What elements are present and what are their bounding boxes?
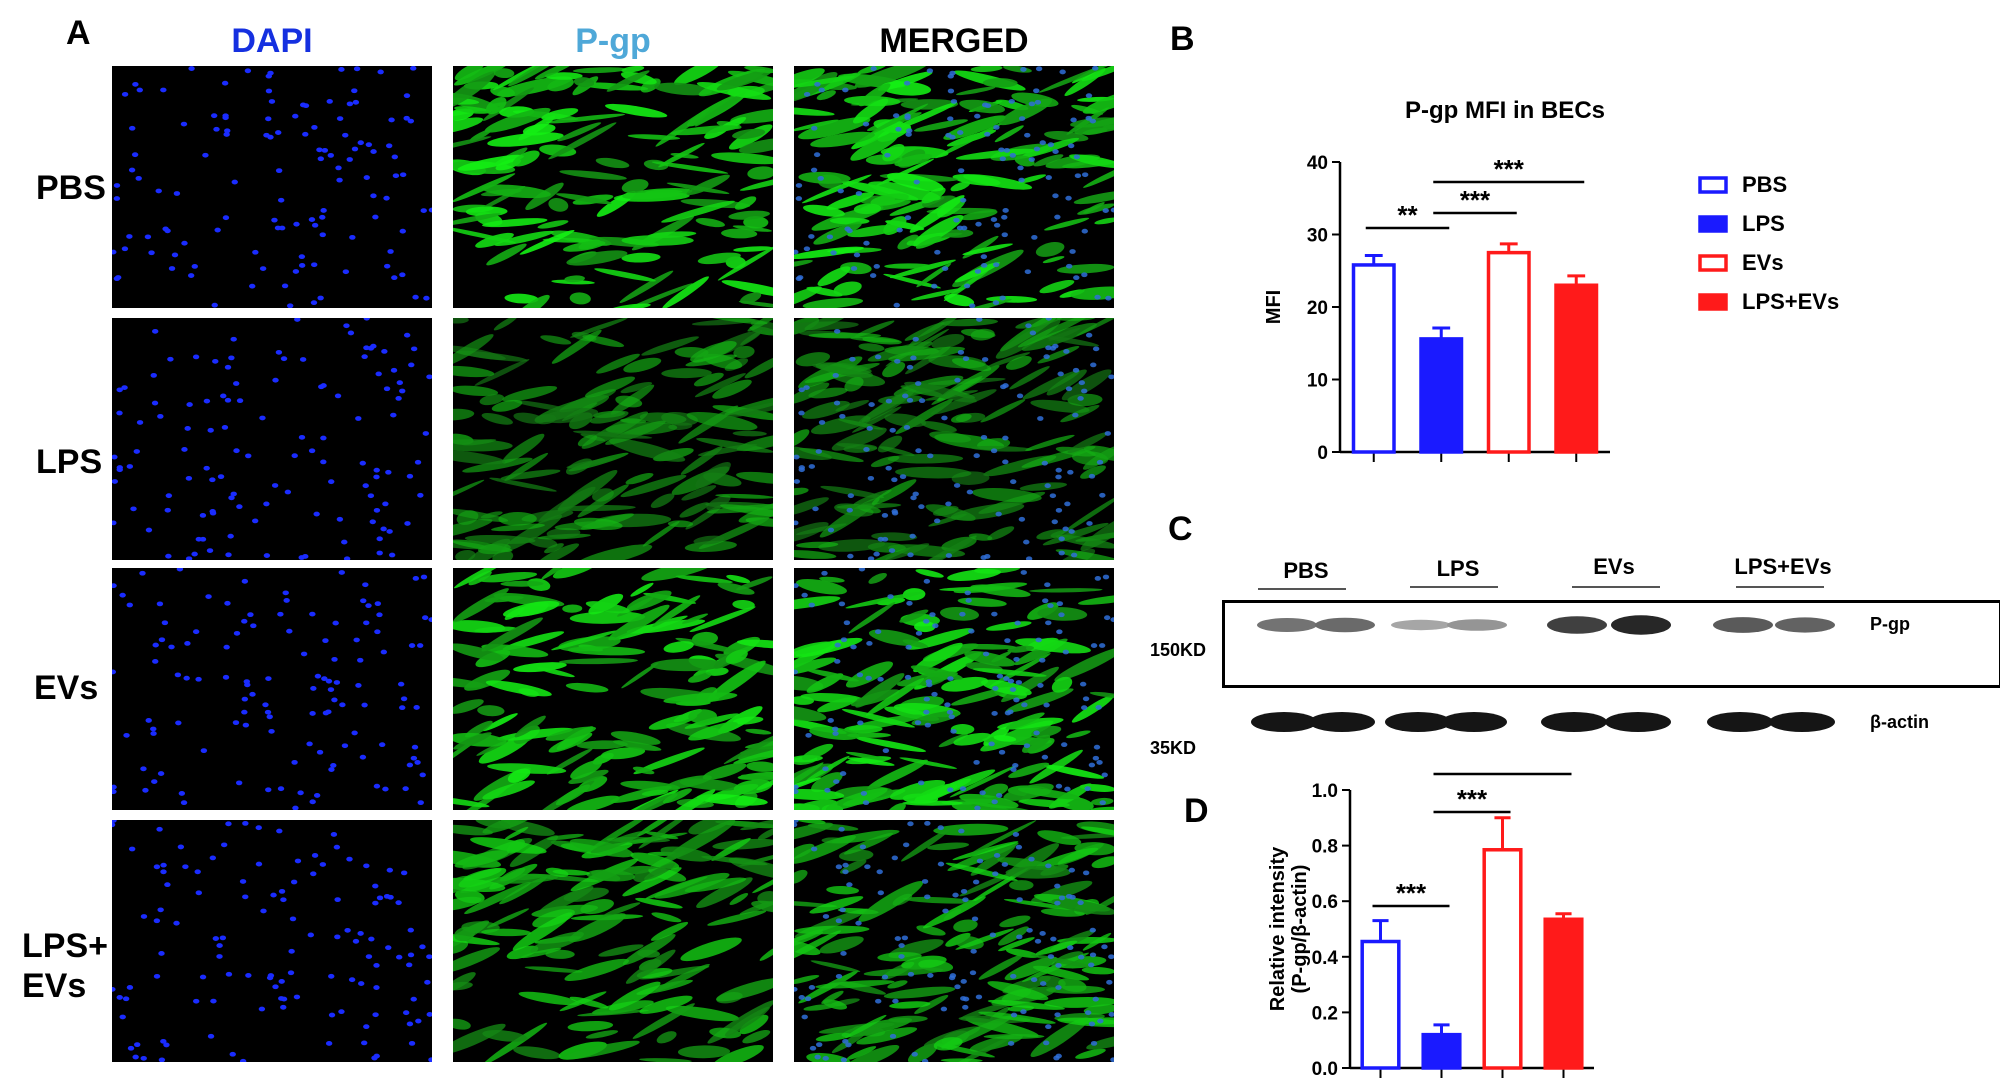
y-tick-label: 0.2 — [1312, 1003, 1338, 1024]
row-label-lps-evs-line1: LPS+ — [22, 927, 108, 965]
row-label-pbs: PBS — [36, 169, 106, 207]
wb-band-label-actin: β-actin — [1870, 712, 1929, 732]
significance-marker: *** — [1457, 784, 1488, 814]
column-header-merged: MERGED — [879, 22, 1029, 60]
y-tick-label: 10 — [1307, 371, 1328, 392]
legend-swatch — [1698, 293, 1728, 311]
panel-letter-c: C — [1168, 510, 1193, 548]
significance-marker: ** — [1397, 200, 1418, 230]
y-axis-label: MFI — [1263, 290, 1285, 324]
wb-band-label-pgp: P-gp — [1870, 614, 1910, 634]
micrograph-merged-row2 — [794, 318, 1114, 560]
legend-label: LPS+EVs — [1742, 289, 1839, 314]
y-tick-label: 30 — [1307, 226, 1328, 247]
y-axis-label: (P-gp/β-actin) — [1289, 865, 1311, 994]
micrograph-pgp-row3 — [453, 568, 773, 810]
significance-marker: ** — [1492, 770, 1513, 776]
bar-lps-evs — [1554, 283, 1599, 454]
wb-marker-35kd: 35KD — [1150, 738, 1197, 758]
micrograph-dapi-row1 — [112, 66, 432, 308]
row-label-lps: LPS — [36, 443, 103, 481]
y-tick-label: 0 — [1317, 443, 1328, 464]
wb-band-actin — [1769, 712, 1835, 732]
significance-marker: *** — [1460, 185, 1491, 215]
y-axis-label: Relative intensity — [1267, 846, 1289, 1011]
wb-actin-blot — [1222, 690, 2000, 756]
micrograph-merged-row1 — [794, 66, 1114, 308]
legend-label: LPS — [1742, 211, 1785, 236]
micrograph-pgp-row2 — [453, 318, 773, 560]
wb-band-actin — [1605, 712, 1671, 732]
significance-marker: *** — [1494, 154, 1525, 184]
bar-lps — [1421, 1032, 1462, 1070]
legend-swatch — [1698, 215, 1728, 233]
chart-title: P-gp MFI in BECs — [1405, 97, 1605, 124]
y-tick-label: 40 — [1307, 153, 1328, 174]
wb-band-pgp — [1611, 615, 1671, 635]
wb-band-actin — [1251, 712, 1317, 732]
wb-band-pgp — [1391, 619, 1451, 631]
wb-band-pgp — [1775, 617, 1835, 633]
micrograph-pgp-row1 — [453, 66, 773, 308]
column-header-pgp: P-gp — [575, 22, 651, 60]
wb-band-pgp — [1257, 618, 1317, 632]
bar-lps — [1419, 337, 1464, 454]
micrograph-merged-row4 — [794, 820, 1114, 1062]
bar-evs — [1486, 250, 1531, 454]
legend-label: EVs — [1742, 250, 1784, 275]
bar-evs — [1482, 848, 1523, 1070]
y-tick-label: 0.0 — [1312, 1059, 1338, 1080]
y-tick-label: 0.4 — [1312, 948, 1339, 969]
wb-band-actin — [1707, 712, 1773, 732]
wb-band-actin — [1309, 712, 1375, 732]
wb-marker-150kd: 150KD — [1150, 640, 1207, 660]
column-header-dapi: DAPI — [231, 22, 313, 60]
row-label-lps-evs-line2: EVs — [22, 967, 87, 1005]
wb-band-pgp — [1713, 617, 1773, 633]
wb-group-line — [1572, 586, 1660, 588]
wb-pgp-blot — [1222, 600, 2000, 688]
chart-relative-intensity-svg: 0.0 0.2 0.4 0.6 0.8 1.0 Relative intensity (P-g… — [1267, 746, 1594, 1080]
micrograph-pgp-row4 — [453, 820, 773, 1062]
bar-pbs — [1360, 939, 1401, 1070]
y-tick-label: 1.0 — [1312, 781, 1338, 802]
y-tick-label: 0.8 — [1312, 837, 1338, 858]
wb-band-pgp — [1315, 617, 1375, 633]
micrograph-dapi-row4 — [112, 820, 432, 1062]
wb-group-line — [1736, 586, 1824, 588]
bar-lps-evs — [1543, 917, 1584, 1070]
panel-letter-b: B — [1170, 20, 1195, 58]
chart-mfi: P-gp MFI in BECs 0 10 20 30 40 MFI ** *** *** PBS L… — [1240, 80, 2000, 480]
wb-group-line — [1410, 586, 1498, 588]
wb-lane-label-evs: EVs — [1593, 554, 1635, 579]
wb-band-actin — [1441, 712, 1507, 732]
wb-lane-label-lps-evs: LPS+EVs — [1734, 554, 1832, 579]
panel-letter-a: A — [66, 14, 91, 52]
wb-group-line — [1258, 588, 1346, 590]
wb-band-actin — [1385, 712, 1451, 732]
wb-pgp-bands — [1257, 615, 1835, 635]
wb-band-pgp — [1447, 619, 1507, 631]
bar-pbs — [1351, 263, 1396, 454]
legend-swatch — [1698, 254, 1728, 272]
row-label-evs: EVs — [34, 669, 99, 707]
micrograph-dapi-row2 — [112, 318, 432, 560]
panel-letter-d: D — [1184, 792, 1209, 830]
wb-band-pgp — [1547, 616, 1607, 634]
chart-relative-intensity: 0.0 0.2 0.4 0.6 0.8 1.0 Relative intensity (P-g… — [1240, 746, 1660, 1087]
y-tick-label: 0.6 — [1312, 892, 1338, 913]
micrograph-dapi-row3 — [112, 568, 432, 810]
y-tick-label: 20 — [1307, 298, 1328, 319]
wb-band-actin — [1541, 712, 1607, 732]
wb-actin-bands — [1251, 712, 1835, 732]
legend-label: PBS — [1742, 172, 1787, 197]
significance-marker: *** — [1396, 878, 1427, 908]
wb-lane-label-lps: LPS — [1436, 556, 1480, 581]
micrograph-merged-row3 — [794, 568, 1114, 810]
legend-swatch — [1698, 176, 1728, 194]
wb-lane-label-pbs: PBS — [1283, 558, 1329, 583]
